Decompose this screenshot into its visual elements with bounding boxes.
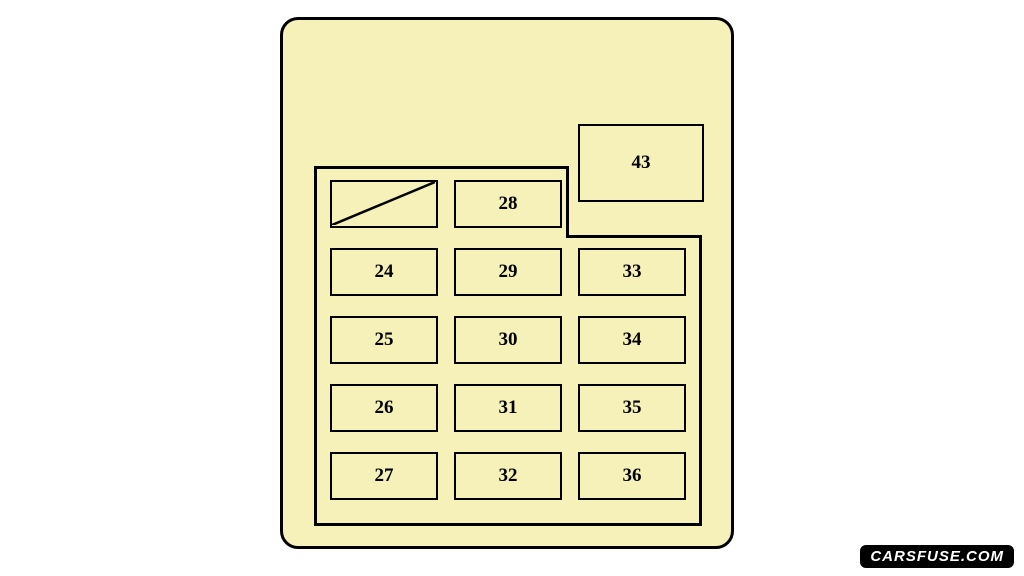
fuse-cell-27: 27 <box>330 452 438 500</box>
fuse-label: 35 <box>623 397 642 419</box>
fuse-cell-32: 32 <box>454 452 562 500</box>
fuse-label: 33 <box>623 261 642 283</box>
fuse-label: 34 <box>623 329 642 351</box>
fuse-cell-25: 25 <box>330 316 438 364</box>
fuse-cell-34: 34 <box>578 316 686 364</box>
fuse-label: 28 <box>499 193 518 215</box>
fuse-label: 36 <box>623 465 642 487</box>
fuse-label: 32 <box>499 465 518 487</box>
fuse-cell-24: 24 <box>330 248 438 296</box>
relay-label: 43 <box>632 152 651 174</box>
fuse-label: 27 <box>375 465 394 487</box>
fuse-label: 30 <box>499 329 518 351</box>
fuse-cell-blank <box>330 180 438 228</box>
relay-box-43: 43 <box>578 124 704 202</box>
watermark-text: CARSFUSE.COM <box>870 548 1004 565</box>
blank-slash-icon <box>332 182 435 225</box>
fuse-cell-30: 30 <box>454 316 562 364</box>
fuse-cell-36: 36 <box>578 452 686 500</box>
grid-notch-edge-vertical <box>566 166 569 238</box>
fuse-label: 26 <box>375 397 394 419</box>
fuse-label: 29 <box>499 261 518 283</box>
fuse-cell-35: 35 <box>578 384 686 432</box>
fuse-label: 31 <box>499 397 518 419</box>
grid-notch-edge-horizontal <box>566 235 702 238</box>
watermark: CARSFUSE.COM <box>860 545 1014 568</box>
fuse-label: 25 <box>375 329 394 351</box>
fuse-cell-26: 26 <box>330 384 438 432</box>
fuse-cell-29: 29 <box>454 248 562 296</box>
fuse-cell-28: 28 <box>454 180 562 228</box>
fuse-label: 24 <box>375 261 394 283</box>
fuse-cell-33: 33 <box>578 248 686 296</box>
fuse-cell-31: 31 <box>454 384 562 432</box>
